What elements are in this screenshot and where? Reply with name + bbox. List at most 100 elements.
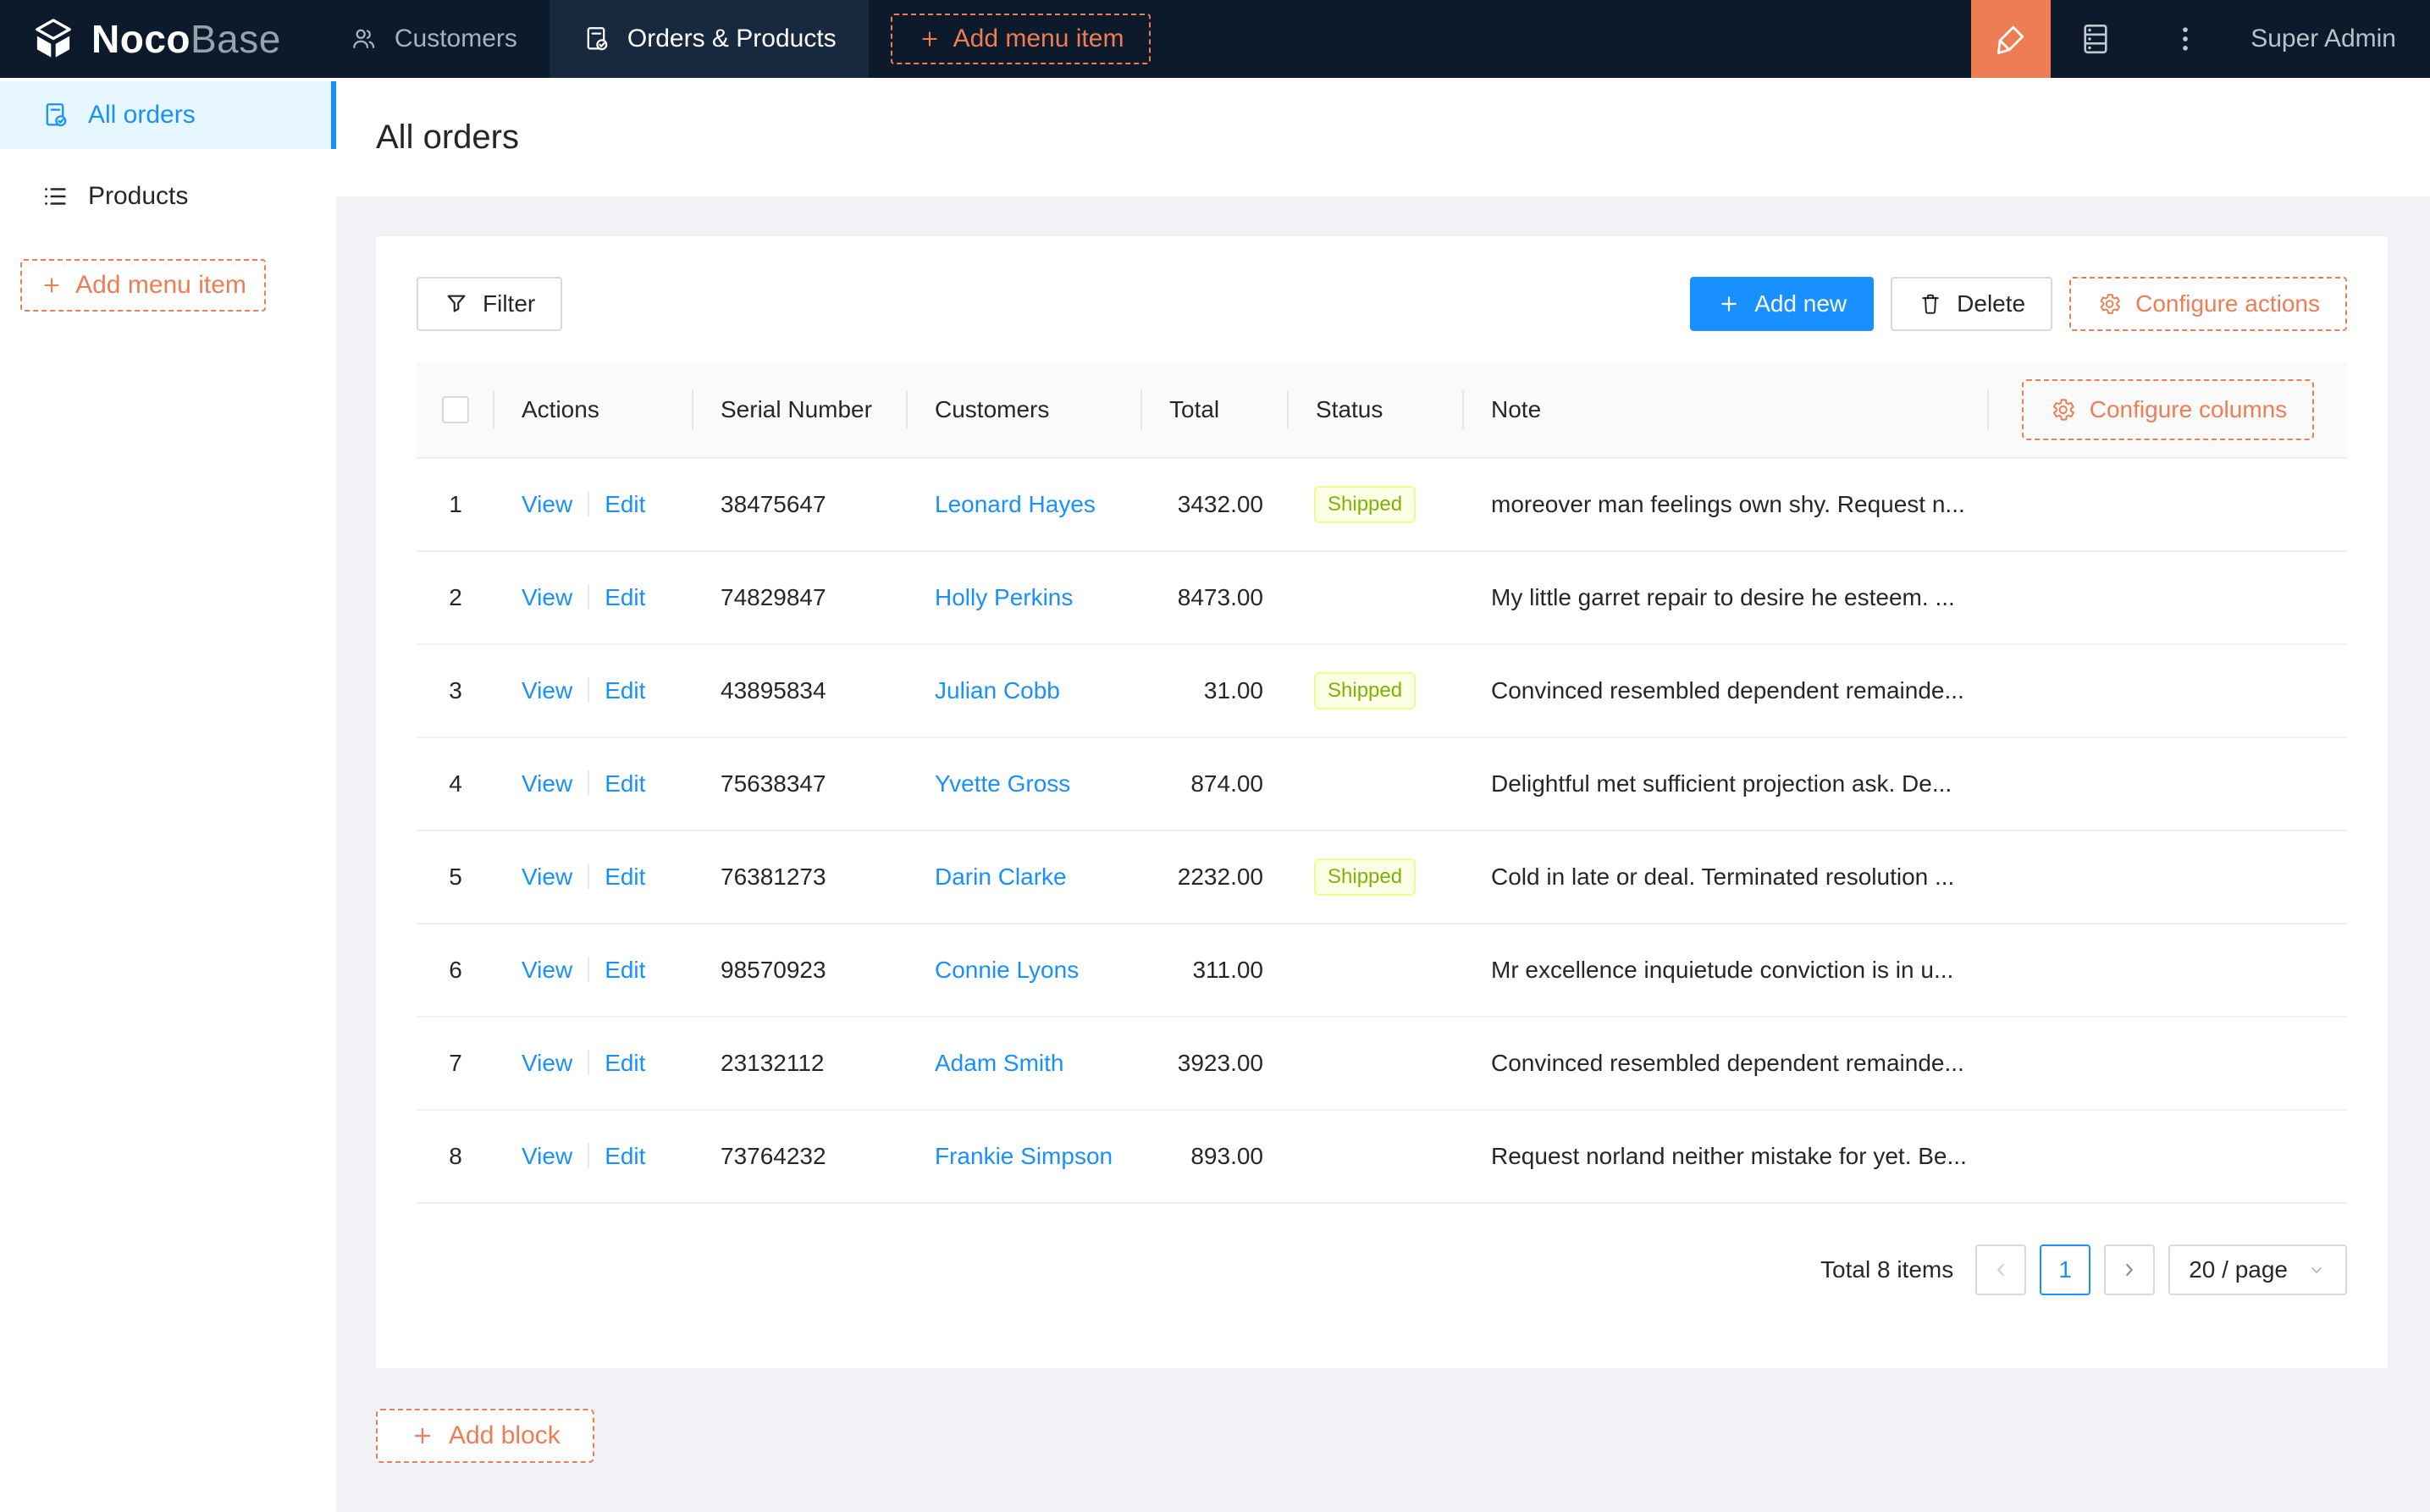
add-menu-item-label: Add menu item <box>75 271 246 299</box>
table-row: 6 View Edit 98570923 Connie Lyons 311.00 … <box>417 924 2347 1018</box>
configure-columns-button[interactable]: Configure columns <box>2021 378 2315 440</box>
customer-link[interactable]: Leonard Hayes <box>935 491 1096 517</box>
kebab-icon <box>2168 22 2202 56</box>
top-navbar: NocoBase Customers <box>0 0 2430 78</box>
navbar-right: Super Admin <box>1971 0 2430 78</box>
brand-text-noco: Noco <box>91 17 191 61</box>
customer-link[interactable]: Connie Lyons <box>935 957 1080 983</box>
order-note: Mr excellence inquietude conviction is i… <box>1491 957 1954 983</box>
edit-link[interactable]: Edit <box>605 770 646 797</box>
table-row: 3 View Edit 43895834 Julian Cobb 31.00 Sh… <box>417 644 2347 738</box>
nav-item-customers[interactable]: Customers <box>317 0 550 78</box>
status-tag: Shipped <box>1314 672 1417 709</box>
view-link[interactable]: View <box>522 1143 573 1169</box>
file-done-icon <box>582 25 610 53</box>
ui-editor-button[interactable] <box>1971 0 2052 78</box>
page-size-select[interactable]: 20 / page <box>2168 1244 2347 1295</box>
nocobase-logo-icon <box>30 16 76 62</box>
customer-link[interactable]: Adam Smith <box>935 1050 1064 1076</box>
customer-link[interactable]: Frankie Simpson <box>935 1143 1113 1169</box>
pagination-total: Total 8 items <box>1820 1256 1954 1283</box>
main-menu: Customers Orders & Products Add menu ite… <box>317 0 1151 78</box>
configure-columns-label: Configure columns <box>2089 395 2288 422</box>
edit-link[interactable]: Edit <box>605 1050 646 1076</box>
order-total: 8473.00 <box>1177 584 1263 610</box>
add-block-button[interactable]: Add block <box>376 1409 594 1463</box>
sidebar-item-products[interactable]: Products <box>0 163 336 230</box>
order-note: Request norland neither mistake for yet.… <box>1491 1143 1967 1169</box>
edit-link[interactable]: Edit <box>605 677 646 704</box>
row-index: 5 <box>449 864 462 890</box>
edit-link[interactable]: Edit <box>605 864 646 890</box>
add-menu-item-button-sidebar[interactable]: Add menu item <box>20 259 266 312</box>
customer-link[interactable]: Yvette Gross <box>935 770 1071 797</box>
edit-link[interactable]: Edit <box>605 1143 646 1169</box>
more-actions-button[interactable] <box>2140 0 2230 78</box>
sidebar-item-all-orders[interactable]: All orders <box>0 81 336 149</box>
serial-number: 76381273 <box>721 864 826 890</box>
table-row: 8 View Edit 73764232 Frankie Simpson 893.… <box>417 1110 2347 1204</box>
edit-link[interactable]: Edit <box>605 584 646 610</box>
status-tag: Shipped <box>1314 486 1417 523</box>
view-link[interactable]: View <box>522 491 573 517</box>
table-row: 1 View Edit 38475647 Leonard Hayes 3432.0… <box>417 458 2347 552</box>
divider <box>588 957 590 982</box>
main-area: All orders Filter <box>336 78 2430 1512</box>
pagination: Total 8 items 1 20 / page <box>417 1244 2347 1295</box>
customer-link[interactable]: Julian Cobb <box>935 677 1060 704</box>
order-note: Cold in late or deal. Terminated resolut… <box>1491 864 1955 890</box>
nav-item-orders-products[interactable]: Orders & Products <box>549 0 869 78</box>
row-index: 1 <box>449 491 462 517</box>
nav-item-label: Customers <box>394 25 517 52</box>
plugin-settings-button[interactable] <box>2051 0 2140 78</box>
filter-label: Filter <box>483 290 536 317</box>
divider <box>588 677 590 703</box>
row-index: 2 <box>449 584 462 610</box>
sidebar-item-label: Products <box>88 182 189 210</box>
view-link[interactable]: View <box>522 1050 573 1076</box>
current-user[interactable]: Super Admin <box>2251 25 2396 52</box>
configure-actions-button[interactable]: Configure actions <box>2069 277 2347 331</box>
pagination-prev-button[interactable] <box>1975 1244 2027 1295</box>
select-all-checkbox[interactable] <box>442 395 469 423</box>
serial-number: 73764232 <box>721 1143 826 1169</box>
table-row: 5 View Edit 76381273 Darin Clarke 2232.00… <box>417 830 2347 924</box>
nav-item-label: Orders & Products <box>627 25 837 52</box>
add-new-button[interactable]: Add new <box>1690 277 1875 331</box>
table-body: 1 View Edit 38475647 Leonard Hayes 3432.0… <box>417 458 2347 1204</box>
view-link[interactable]: View <box>522 584 573 610</box>
view-link[interactable]: View <box>522 957 573 983</box>
table-toolbar: Filter Add new <box>417 277 2347 331</box>
column-header-customers: Customers <box>908 361 1142 459</box>
order-note: Convinced resembled dependent remainde..… <box>1491 677 1964 704</box>
edit-link[interactable]: Edit <box>605 957 646 983</box>
table-row: 7 View Edit 23132112 Adam Smith 3923.00 C… <box>417 1017 2347 1111</box>
delete-label: Delete <box>1957 290 2026 317</box>
view-link[interactable]: View <box>522 677 573 704</box>
view-link[interactable]: View <box>522 864 573 890</box>
table-row: 2 View Edit 74829847 Holly Perkins 8473.0… <box>417 551 2347 645</box>
brand-logo[interactable]: NocoBase <box>0 0 317 78</box>
serial-number: 23132112 <box>721 1050 825 1076</box>
highlighter-icon <box>1992 20 2030 58</box>
pagination-page-1[interactable]: 1 <box>2040 1244 2091 1295</box>
serial-number: 43895834 <box>721 677 826 704</box>
add-menu-item-button-nav[interactable]: Add menu item <box>890 14 1151 64</box>
delete-button[interactable]: Delete <box>1891 277 2053 331</box>
pagination-next-button[interactable] <box>2104 1244 2156 1295</box>
order-note: moreover man feelings own shy. Request n… <box>1491 491 1965 517</box>
customer-link[interactable]: Holly Perkins <box>935 584 1074 610</box>
edit-link[interactable]: Edit <box>605 491 646 517</box>
customer-link[interactable]: Darin Clarke <box>935 864 1067 890</box>
order-total: 893.00 <box>1190 1143 1263 1169</box>
add-new-label: Add new <box>1754 290 1847 317</box>
table-header-row: Actions Serial Number Customers Total St… <box>417 361 2347 459</box>
serial-number: 38475647 <box>721 491 826 517</box>
chevron-right-icon <box>2118 1259 2140 1281</box>
view-link[interactable]: View <box>522 770 573 797</box>
page-header: All orders <box>336 78 2430 196</box>
column-header-actions: Actions <box>494 361 693 459</box>
chevron-left-icon <box>1990 1259 2012 1281</box>
filter-button[interactable]: Filter <box>417 277 563 331</box>
order-note: Convinced resembled dependent remainde..… <box>1491 1050 1964 1076</box>
